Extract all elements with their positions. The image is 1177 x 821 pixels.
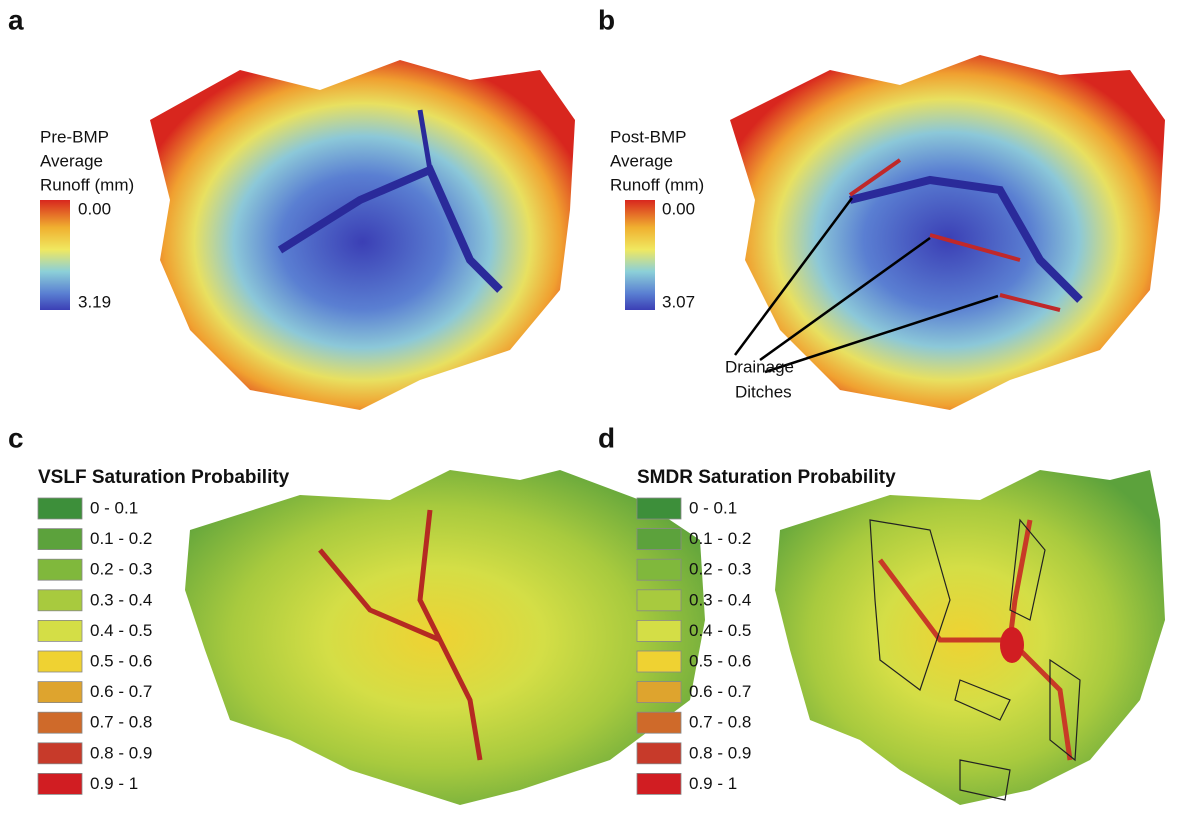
legend-label: 0.00 [78, 199, 111, 218]
legend-label: 0.2 - 0.3 [689, 560, 751, 579]
legend-title: VSLF Saturation Probability [38, 467, 290, 488]
legend-swatch [637, 651, 681, 672]
color-bar [40, 200, 70, 310]
legend-title: SMDR Saturation Probability [637, 467, 896, 488]
legend-label: 0.5 - 0.6 [90, 651, 152, 670]
legend-swatch [38, 559, 82, 580]
legend-label: 0.1 - 0.2 [689, 529, 751, 548]
legend-swatch [637, 743, 681, 764]
color-bar [625, 200, 655, 310]
legend-swatch [38, 620, 82, 641]
panel-letter: d [598, 422, 615, 453]
legend-swatch [637, 529, 681, 550]
legend-title: Runoff (mm) [610, 175, 704, 194]
legend-title: Average [610, 151, 673, 170]
legend-swatch [38, 590, 82, 611]
legend-label: 0 - 0.1 [90, 498, 138, 517]
legend-label: 0.4 - 0.5 [689, 621, 751, 640]
legend-swatch [38, 743, 82, 764]
annotation: Ditches [735, 382, 792, 401]
legend-label: 0.4 - 0.5 [90, 621, 152, 640]
legend-swatch [38, 498, 82, 519]
legend-title: Runoff (mm) [40, 175, 134, 194]
legend-swatch [637, 590, 681, 611]
legend-swatch [38, 651, 82, 672]
panel-letter: a [8, 4, 24, 35]
legend-label: 3.19 [78, 292, 111, 311]
panel-letter: b [598, 4, 615, 35]
legend-swatch [38, 773, 82, 794]
map [185, 470, 705, 805]
legend-label: 0.7 - 0.8 [689, 713, 751, 732]
legend-label: 0.9 - 1 [689, 774, 737, 793]
legend-label: 0.2 - 0.3 [90, 560, 152, 579]
panel-letter: c [8, 422, 24, 453]
legend-label: 0.8 - 0.9 [689, 743, 751, 762]
legend-title: Average [40, 151, 103, 170]
legend-swatch [637, 682, 681, 703]
legend-swatch [38, 529, 82, 550]
legend-label: 0.00 [662, 199, 695, 218]
wetland [1000, 627, 1024, 663]
legend-swatch [637, 773, 681, 794]
map [150, 60, 575, 410]
legend-swatch [38, 712, 82, 733]
legend-title: Pre-BMP [40, 127, 109, 146]
legend-label: 0.9 - 1 [90, 774, 138, 793]
legend-swatch [637, 712, 681, 733]
legend-label: 0.6 - 0.7 [689, 682, 751, 701]
legend-swatch [637, 498, 681, 519]
legend-label: 0.1 - 0.2 [90, 529, 152, 548]
legend-label: 0.8 - 0.9 [90, 743, 152, 762]
legend-label: 0.7 - 0.8 [90, 713, 152, 732]
legend-label: 3.07 [662, 292, 695, 311]
legend-swatch [637, 559, 681, 580]
legend-label: 0 - 0.1 [689, 498, 737, 517]
legend-title: Post-BMP [610, 127, 687, 146]
figure: a Pre-BMP Average Runoff (mm) 0.00 3.19 … [0, 0, 1177, 816]
legend-swatch [637, 620, 681, 641]
legend-swatch [38, 682, 82, 703]
legend-label: 0.5 - 0.6 [689, 651, 751, 670]
legend-label: 0.3 - 0.4 [689, 590, 751, 609]
legend-label: 0.3 - 0.4 [90, 590, 152, 609]
map [730, 55, 1165, 410]
annotation: Drainage [725, 357, 794, 376]
legend-label: 0.6 - 0.7 [90, 682, 152, 701]
